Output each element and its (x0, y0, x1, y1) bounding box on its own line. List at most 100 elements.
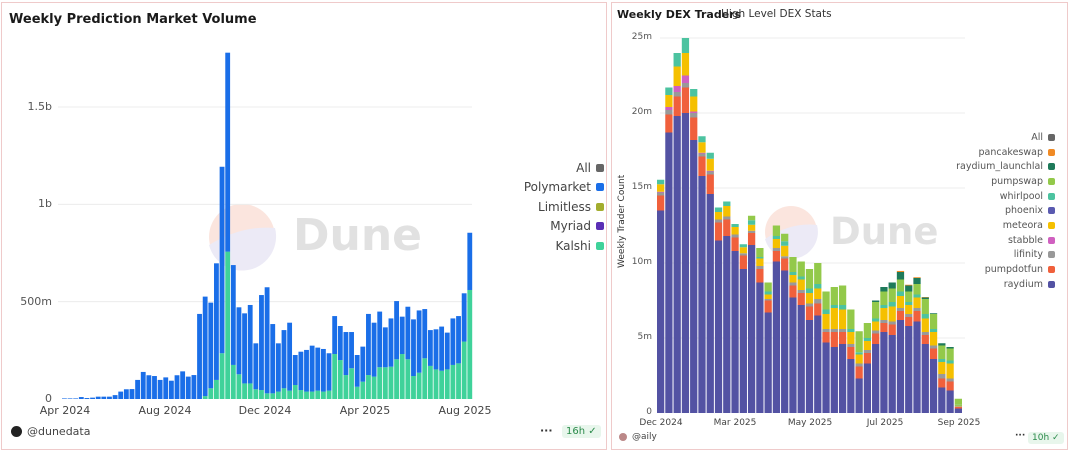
bar-segment-raydium-launchlab[interactable] (946, 347, 954, 349)
bar-segment-pumpdotfun[interactable] (822, 332, 830, 343)
bar-segment-meteora[interactable] (805, 293, 814, 304)
bar-segment-kalshi[interactable] (230, 364, 236, 399)
legend-item-myriad[interactable]: Myriad (550, 217, 604, 237)
legend-item-pancakeswap[interactable]: pancakeswap (979, 145, 1055, 160)
bar-segment-lifinity[interactable] (673, 92, 681, 97)
bar-segment-raydium-launchlab[interactable] (888, 282, 896, 289)
bar-segment-kalshi[interactable] (219, 353, 225, 399)
bar-segment-meteora[interactable] (946, 363, 954, 379)
bar-segment-kalshi[interactable] (247, 383, 253, 399)
bar-segment-raydium[interactable] (714, 240, 723, 414)
author-left[interactable]: @dunedata (11, 425, 90, 438)
bar-segment-pumpswap[interactable] (929, 314, 938, 329)
bar-segment-lifinity[interactable] (706, 171, 714, 175)
bar-segment-whirlpool[interactable] (681, 38, 690, 53)
bar-segment-polymarket[interactable] (236, 307, 242, 375)
bar-segment-whirlpool[interactable] (921, 314, 929, 319)
bar-segment-polymarket[interactable] (394, 301, 400, 360)
legend-item-lifinity[interactable]: lifinity (1014, 248, 1055, 263)
bar-segment-kalshi[interactable] (427, 365, 433, 399)
bar-segment-pumpdotfun[interactable] (946, 381, 954, 391)
bar-segment-polymarket[interactable] (264, 287, 270, 394)
bar-segment-polymarket[interactable] (405, 306, 411, 360)
bar-segment-raydium[interactable] (814, 315, 822, 414)
bar-segment-polymarket[interactable] (433, 329, 439, 370)
bar-segment-pumpdotfun[interactable] (731, 237, 739, 252)
bar-segment-polymarket[interactable] (118, 391, 124, 399)
bar-segment-raydium-launchlab[interactable] (905, 285, 913, 292)
bar-segment-kalshi[interactable] (444, 369, 450, 399)
bar-segment-pumpdotfun[interactable] (855, 366, 863, 379)
legend-item-meteora[interactable]: meteora (1003, 218, 1055, 233)
bar-segment-whirlpool[interactable] (739, 244, 747, 248)
bar-segment-whirlpool[interactable] (789, 272, 797, 275)
bar-segment-whirlpool[interactable] (690, 89, 698, 97)
bar-segment-kalshi[interactable] (456, 363, 461, 399)
bar-segment-whirlpool[interactable] (657, 179, 665, 185)
bar-segment-whirlpool[interactable] (913, 294, 921, 298)
bar-segment-pancakeswap[interactable] (896, 270, 905, 272)
bar-segment-whirlpool[interactable] (747, 220, 756, 225)
bar-segment-raydium[interactable] (673, 116, 681, 413)
bar-segment-pumpdotfun[interactable] (872, 333, 880, 345)
bar-segment-whirlpool[interactable] (938, 359, 946, 362)
legend-item-whirlpool[interactable]: whirlpool (1000, 189, 1055, 204)
bar-segment-kalshi[interactable] (388, 366, 394, 399)
bar-segment-lifinity[interactable] (814, 299, 822, 304)
bar-segment-meteora[interactable] (772, 239, 781, 248)
legend-item-pumpswap[interactable]: pumpswap (991, 174, 1055, 189)
bar-segment-meteora[interactable] (921, 318, 929, 333)
bar-segment-meteora[interactable] (896, 296, 905, 308)
bar-segment-polymarket[interactable] (422, 309, 428, 359)
bar-segment-polymarket[interactable] (337, 326, 343, 361)
bar-segment-raydium[interactable] (789, 297, 797, 414)
legend-item-kalshi[interactable]: Kalshi (555, 236, 604, 256)
bar-segment-pumpdotfun[interactable] (789, 285, 797, 298)
bar-segment-polymarket[interactable] (208, 302, 214, 389)
bar-segment-lifinity[interactable] (797, 290, 805, 293)
bar-segment-stabble[interactable] (690, 111, 698, 114)
bar-segment-whirlpool[interactable] (954, 404, 962, 406)
bar-segment-raydium[interactable] (805, 320, 814, 413)
bar-segment-lifinity[interactable] (657, 192, 665, 196)
bar-segment-stabble[interactable] (673, 86, 681, 92)
bar-segment-polymarket[interactable] (382, 327, 388, 368)
bar-segment-raydium[interactable] (764, 312, 772, 414)
bar-segment-pumpdotfun[interactable] (690, 117, 698, 141)
bar-segment-polymarket[interactable] (298, 351, 304, 391)
bar-segment-kalshi[interactable] (382, 367, 388, 399)
bar-segment-polymarket[interactable] (123, 389, 129, 399)
bar-segment-polymarket[interactable] (191, 375, 197, 399)
bar-segment-kalshi[interactable] (433, 369, 439, 399)
bar-segment-polymarket[interactable] (107, 396, 112, 399)
bar-segment-polymarket[interactable] (214, 263, 219, 380)
bar-segment-kalshi[interactable] (208, 388, 214, 399)
refresh-status-badge[interactable]: 16h ✓ (562, 425, 601, 438)
bar-segment-lifinity[interactable] (690, 113, 698, 118)
bar-segment-lifinity[interactable] (830, 329, 838, 332)
bar-segment-kalshi[interactable] (304, 391, 309, 399)
bar-segment-pumpswap[interactable] (772, 225, 781, 237)
bar-segment-polymarket[interactable] (287, 322, 293, 391)
bar-segment-whirlpool[interactable] (855, 352, 863, 355)
bar-segment-raydium[interactable] (698, 176, 706, 413)
bar-segment-pumpswap[interactable] (896, 279, 905, 292)
bar-segment-pumpswap[interactable] (946, 348, 954, 361)
bar-segment-pumpswap[interactable] (863, 323, 872, 338)
bar-segment-polymarket[interactable] (197, 313, 202, 399)
legend-item-limitless[interactable]: Limitless (538, 197, 604, 217)
bar-segment-lifinity[interactable] (781, 256, 789, 259)
bar-segment-lifinity[interactable] (913, 308, 921, 311)
bar-segment-pumpswap[interactable] (938, 345, 946, 360)
bar-segment-kalshi[interactable] (236, 374, 242, 399)
bar-segment-raydium-launchlab[interactable] (929, 313, 938, 314)
bar-segment-polymarket[interactable] (67, 398, 73, 399)
bar-segment-lifinity[interactable] (838, 329, 847, 332)
bar-segment-meteora[interactable] (756, 258, 764, 267)
bar-segment-whirlpool[interactable] (888, 302, 896, 307)
bar-segment-whirlpool[interactable] (714, 207, 723, 213)
bar-segment-raydium[interactable] (872, 344, 880, 413)
bar-segment-polymarket[interactable] (152, 376, 157, 399)
bar-segment-kalshi[interactable] (349, 368, 354, 399)
bar-segment-polymarket[interactable] (242, 313, 247, 384)
